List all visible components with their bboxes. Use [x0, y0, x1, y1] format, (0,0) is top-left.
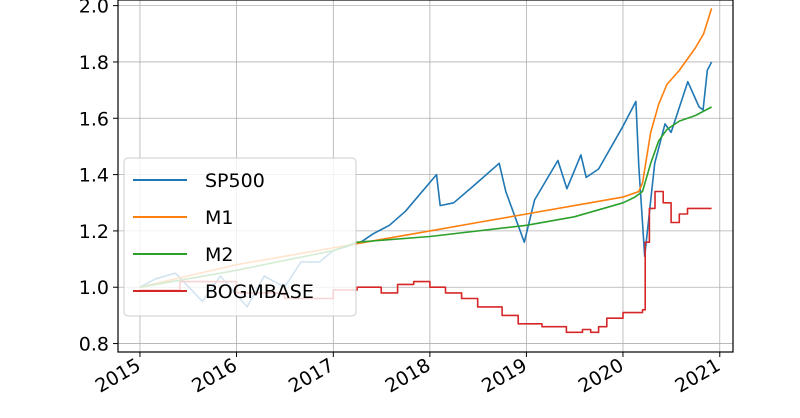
x-axis: 2015 2016 2017 2018 2019 2020 2021 — [92, 352, 724, 398]
grid — [118, 0, 733, 352]
x-tick-label: 2018 — [381, 354, 434, 397]
y-tick-label: 1.8 — [79, 52, 109, 74]
y-tick-label: 1.0 — [79, 277, 109, 299]
legend-label-m2: M2 — [205, 244, 233, 266]
x-tick-label: 2021 — [671, 354, 724, 397]
legend-label-bogmbase: BOGMBASE — [205, 281, 314, 303]
series-line-bogmbase — [140, 190, 712, 334]
y-tick-label: 1.2 — [79, 221, 109, 243]
y-axis: 0.8 1.0 1.2 1.4 1.6 1.8 2.0 — [79, 0, 118, 356]
plot-area-frame — [117, 0, 734, 353]
legend: SP500 M1 M2 BOGMBASE — [123, 157, 357, 317]
legend-label-m1: M1 — [205, 207, 233, 229]
y-tick-label: 1.4 — [79, 165, 109, 187]
y-tick-label: 2.0 — [79, 0, 109, 18]
legend-box — [123, 157, 357, 317]
x-tick-label: 2020 — [575, 354, 628, 397]
x-tick-label: 2017 — [285, 354, 338, 397]
x-tick-label: 2016 — [188, 354, 241, 397]
x-tick-label: 2015 — [92, 354, 145, 397]
legend-label-sp500: SP500 — [205, 170, 265, 192]
x-tick-label: 2019 — [478, 354, 531, 397]
y-tick-label: 1.6 — [79, 108, 109, 130]
y-tick-label: 0.8 — [79, 334, 109, 356]
